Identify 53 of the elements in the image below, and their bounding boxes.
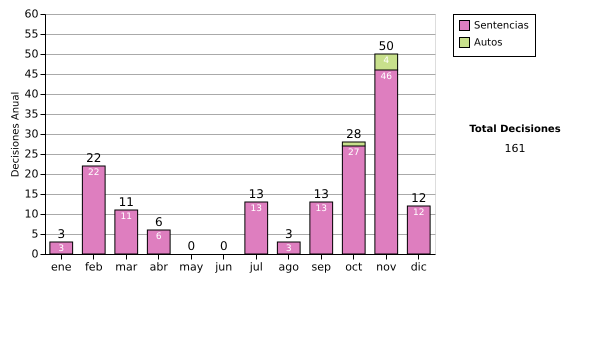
x-tick-label: ago: [278, 260, 300, 274]
data-label: 22: [88, 168, 100, 178]
x-tick-label: dic: [410, 260, 427, 274]
x-tick-label: feb: [84, 260, 103, 274]
y-tick-label: 15: [24, 188, 38, 200]
x-tick-label: jul: [248, 260, 263, 274]
x-tick-label: mar: [115, 260, 138, 274]
total-label: 3: [57, 227, 66, 241]
y-tick-label: 55: [24, 28, 38, 40]
total-label: 11: [118, 195, 134, 209]
data-label: 3: [286, 244, 292, 254]
data-label: 3: [58, 244, 64, 254]
total-label: 22: [86, 151, 102, 165]
total-label: 50: [378, 39, 394, 53]
total-label: 6: [154, 215, 163, 229]
y-axis-title: Decisiones Anual: [10, 92, 22, 178]
y-tick-label: 30: [24, 128, 38, 140]
data-label: 13: [316, 204, 327, 214]
y-tick-label: 50: [24, 48, 38, 60]
y-tick-label: 60: [24, 8, 38, 20]
data-label: 12: [413, 208, 424, 218]
total-label: 0: [187, 239, 196, 253]
x-tick-label: ene: [50, 260, 72, 274]
x-tick-label: abr: [150, 260, 168, 274]
x-tick-label: oct: [345, 260, 363, 274]
data-label: 4: [383, 56, 390, 66]
data-label: 46: [380, 72, 392, 82]
y-tick-label: 5: [32, 228, 38, 240]
y-tick-label: 10: [24, 208, 38, 220]
data-label: 11: [120, 212, 132, 222]
y-tick-label: 35: [24, 108, 38, 120]
total-label: 3: [284, 227, 293, 241]
y-tick-label: 0: [32, 248, 38, 260]
total-label: 28: [346, 127, 362, 141]
data-label: 6: [156, 232, 162, 242]
x-tick-label: sep: [312, 260, 332, 274]
total-label: 13: [314, 187, 329, 201]
y-tick-label: 20: [24, 168, 38, 180]
data-label: 13: [250, 204, 262, 214]
legend-label: Sentencias: [474, 20, 529, 32]
total-label: 13: [248, 187, 264, 201]
legend-label: Autos: [474, 38, 502, 48]
x-tick-label: jun: [214, 260, 232, 274]
x-tick-label: nov: [376, 260, 397, 274]
total-label: 12: [411, 191, 426, 205]
total-label: 0: [220, 239, 228, 253]
text: Total Decisiones: [469, 124, 561, 135]
x-tick-label: may: [179, 260, 204, 274]
y-tick-label: 40: [24, 88, 38, 100]
y-tick-label: 45: [24, 68, 38, 80]
data-label: 27: [348, 148, 360, 158]
text: 161: [504, 142, 526, 155]
y-tick-label: 25: [24, 148, 38, 160]
